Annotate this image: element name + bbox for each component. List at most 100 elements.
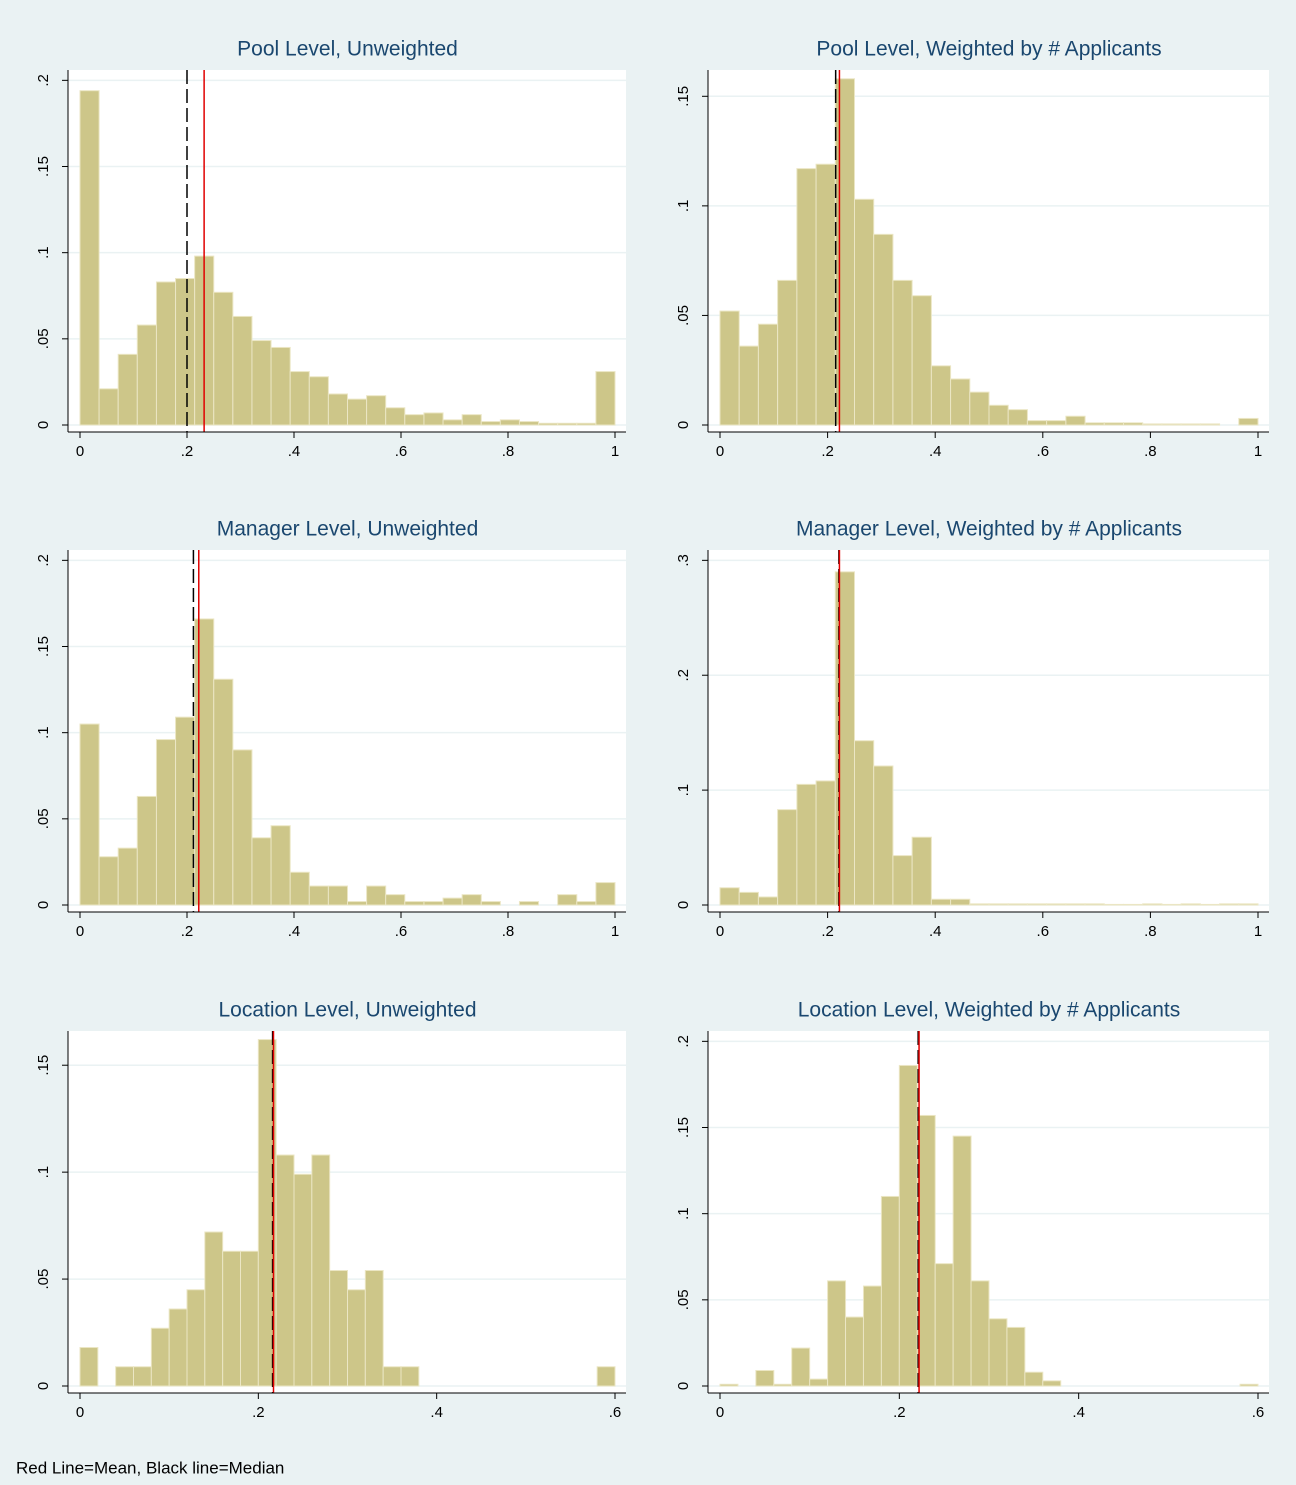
x-tick-label: .6 xyxy=(395,443,408,460)
x-tick-label: 0 xyxy=(716,923,724,940)
bar xyxy=(595,371,616,426)
bar xyxy=(911,295,932,426)
bar xyxy=(880,1195,900,1387)
y-tick-label: .2 xyxy=(35,74,52,87)
bar xyxy=(1042,1380,1062,1387)
bar xyxy=(270,825,291,906)
bar xyxy=(1199,903,1221,906)
x-tick-label: .2 xyxy=(893,1404,906,1421)
bar xyxy=(576,901,597,906)
x-tick-label: 0 xyxy=(76,1404,84,1421)
bar xyxy=(988,404,1009,426)
bar xyxy=(854,740,875,906)
x-tick-label: .2 xyxy=(252,1404,265,1421)
chart-title: Pool Level, Unweighted xyxy=(237,38,458,61)
x-tick-label: .8 xyxy=(502,443,515,460)
bar xyxy=(1161,903,1182,906)
x-tick-label: .4 xyxy=(288,923,301,940)
y-tick-label: 0 xyxy=(35,421,52,429)
bar xyxy=(1180,903,1201,906)
bar xyxy=(168,1308,188,1387)
bar xyxy=(934,1263,954,1387)
bar xyxy=(385,894,406,906)
bar xyxy=(155,739,177,906)
bar xyxy=(213,678,234,906)
bar xyxy=(499,419,520,426)
bar xyxy=(117,353,138,426)
bar xyxy=(1065,903,1086,906)
y-tick-label: .1 xyxy=(35,726,52,739)
bar xyxy=(1103,422,1125,426)
bar xyxy=(308,376,329,426)
bar xyxy=(213,291,234,426)
bar xyxy=(809,1378,829,1387)
y-tick-label: .05 xyxy=(675,1289,692,1310)
bar xyxy=(815,163,836,426)
bar xyxy=(827,1280,847,1387)
x-tick-label: 0 xyxy=(76,923,84,940)
bar xyxy=(1123,903,1144,906)
y-tick-label: .1 xyxy=(675,200,692,213)
bar xyxy=(873,765,894,906)
y-tick-label: .1 xyxy=(675,784,692,797)
bar xyxy=(461,894,482,906)
x-tick-label: 1 xyxy=(1254,923,1262,940)
bar xyxy=(175,716,196,906)
note: Red Line=Mean, Black line=Median xyxy=(16,1458,284,1477)
bar xyxy=(311,1154,331,1387)
x-tick-label: .6 xyxy=(395,923,408,940)
bar xyxy=(1123,422,1144,426)
bar xyxy=(988,903,1009,906)
bar xyxy=(423,412,444,426)
bar xyxy=(404,901,425,906)
bar xyxy=(738,345,759,426)
bar xyxy=(98,856,119,906)
y-tick-label: .15 xyxy=(35,156,52,177)
bar xyxy=(576,422,597,426)
x-tick-label: .6 xyxy=(1252,1404,1265,1421)
bar xyxy=(952,1135,972,1387)
bar xyxy=(232,315,253,426)
bar xyxy=(518,901,540,906)
bar xyxy=(738,891,759,906)
bar xyxy=(1026,420,1048,426)
bar xyxy=(1142,903,1163,906)
bar xyxy=(930,365,952,426)
bar xyxy=(862,1285,882,1387)
bar xyxy=(382,1366,402,1387)
y-tick-label: .2 xyxy=(35,554,52,567)
bar xyxy=(329,1270,348,1387)
bar xyxy=(400,1366,420,1387)
bar xyxy=(557,422,578,426)
bar xyxy=(136,795,157,906)
x-tick-label: 1 xyxy=(611,923,619,940)
bar xyxy=(791,1347,811,1387)
y-tick-label: .15 xyxy=(675,86,692,107)
bar xyxy=(1046,420,1067,426)
bar xyxy=(404,414,425,426)
y-tick-label: 0 xyxy=(35,901,52,909)
y-tick-label: .2 xyxy=(675,669,692,682)
x-tick-label: 0 xyxy=(716,443,724,460)
bar xyxy=(98,388,119,426)
bar xyxy=(289,371,310,426)
bar xyxy=(796,168,817,426)
bar xyxy=(327,885,349,906)
bar xyxy=(293,1173,313,1387)
x-tick-label: 1 xyxy=(1254,443,1262,460)
bar xyxy=(1103,903,1125,906)
bar xyxy=(1238,903,1259,906)
bar xyxy=(232,749,253,906)
bar xyxy=(1026,903,1048,906)
y-tick-label: .05 xyxy=(35,1269,52,1290)
y-tick-label: .15 xyxy=(35,636,52,657)
bar xyxy=(480,901,501,906)
bar xyxy=(194,618,215,906)
bar xyxy=(1084,903,1105,906)
bar xyxy=(1199,423,1221,426)
bar xyxy=(757,896,779,906)
x-tick-label: .6 xyxy=(1037,923,1050,940)
x-tick-label: .2 xyxy=(181,443,194,460)
x-tick-label: .2 xyxy=(821,443,834,460)
bar xyxy=(240,1250,259,1387)
